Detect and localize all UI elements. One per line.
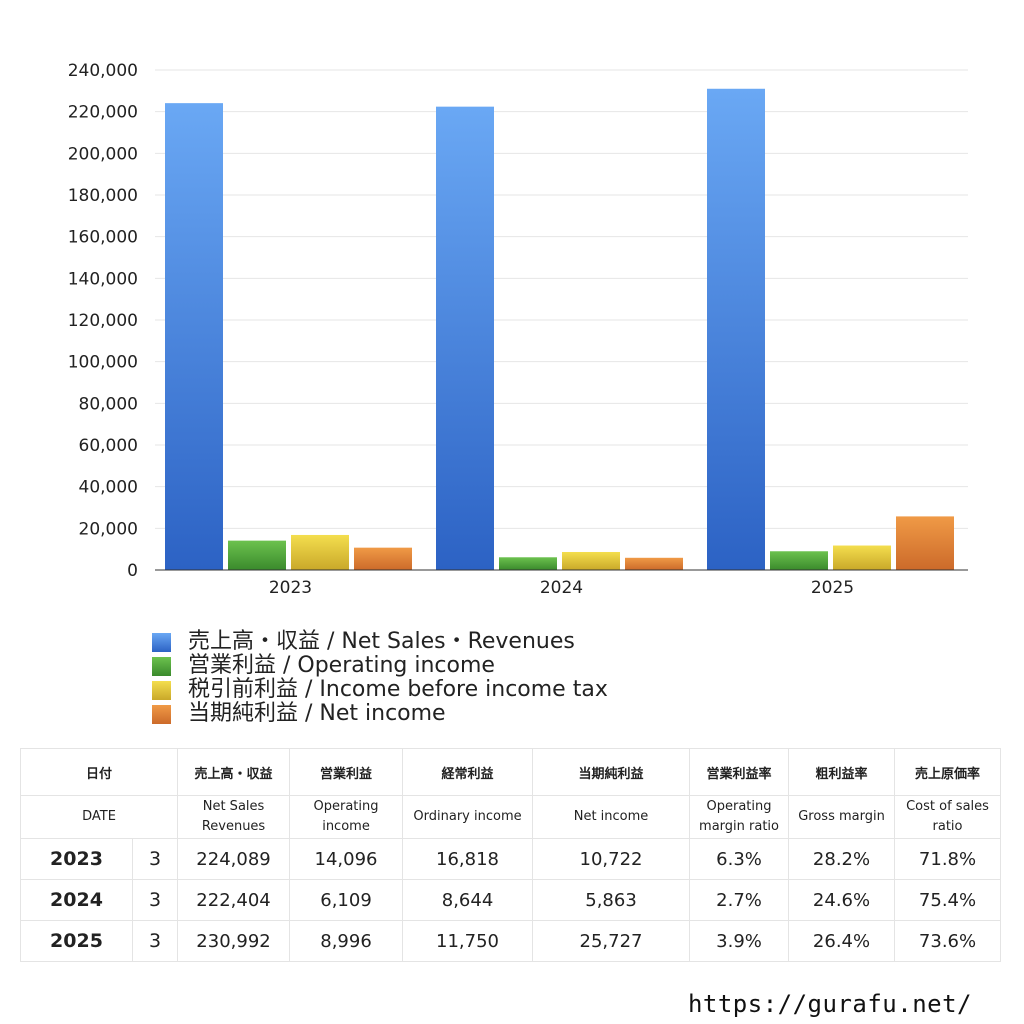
gridlines (155, 69, 968, 529)
legend-swatch-orange (152, 704, 171, 724)
table-row: 2024 3 222,404 6,109 8,644 5,863 2.7% 24… (20, 879, 1002, 921)
cell-ordinary: 8,644 (402, 879, 534, 921)
legend-item-income-before-tax: 税引前利益 / Income before income tax (152, 678, 608, 702)
cell-sales: 224,089 (177, 838, 291, 880)
x-tick-label: 2023 (269, 578, 312, 598)
y-tick-label: 60,000 (79, 436, 138, 456)
header-op-margin-en: Operating margin ratio (689, 795, 790, 839)
header-operating-en: Operating income (289, 795, 404, 839)
header-date-en: DATE (19, 795, 179, 839)
header-sales-jp: 売上高・収益 (177, 748, 291, 796)
bar-operating-2025 (770, 551, 828, 570)
cell-cost-ratio: 75.4% (894, 879, 1002, 921)
legend-swatch-yellow (152, 680, 171, 700)
cell-cost-ratio: 73.6% (894, 920, 1002, 962)
legend-label: 営業利益 / Operating income (188, 653, 495, 678)
header-gross-margin-jp: 粗利益率 (788, 748, 896, 796)
table-row: 2025 3 230,992 8,996 11,750 25,727 3.9% … (20, 920, 1002, 962)
bar-net-2023 (354, 547, 412, 570)
bar-pretax-2024 (562, 551, 620, 570)
y-tick-label: 20,000 (79, 519, 138, 539)
cell-op-margin: 3.9% (689, 920, 790, 962)
table-header-english: DATE Net Sales Revenues Operating income… (19, 795, 1002, 839)
header-date-jp: 日付 (19, 748, 179, 796)
cell-net: 5,863 (532, 879, 691, 921)
bar-net-2024 (625, 557, 683, 570)
cell-cost-ratio: 71.8% (894, 838, 1002, 880)
cell-gross-margin: 26.4% (788, 920, 896, 962)
header-net-jp: 当期純利益 (532, 748, 691, 796)
bar-sales-2023 (165, 103, 223, 570)
legend-item-operating-income: 営業利益 / Operating income (152, 654, 608, 678)
y-axis-ticks: 0 20,000 40,000 60,000 80,000 100,000 120,000 1… (68, 61, 138, 581)
cell-ordinary: 11,750 (402, 920, 534, 962)
y-tick-label: 180,000 (68, 186, 138, 206)
y-tick-label: 120,000 (68, 311, 138, 331)
cell-net: 25,727 (532, 920, 691, 962)
cell-sales: 222,404 (177, 879, 291, 921)
cell-month: 3 (131, 879, 179, 921)
cell-year: 2023 (20, 838, 133, 880)
header-ordinary-jp: 経常利益 (402, 748, 534, 796)
bar-pretax-2023 (291, 534, 349, 570)
y-tick-label: 40,000 (79, 478, 138, 498)
legend-swatch-blue (152, 632, 171, 652)
table-header-japanese: 日付 売上高・収益 営業利益 経常利益 当期純利益 営業利益率 粗利益率 売上原… (19, 748, 1002, 796)
cell-ordinary: 16,818 (402, 838, 534, 880)
y-tick-label: 80,000 (79, 394, 138, 414)
cell-gross-margin: 24.6% (788, 879, 896, 921)
cell-op-margin: 2.7% (689, 879, 790, 921)
cell-operating: 6,109 (289, 879, 404, 921)
header-net-en: Net income (532, 795, 691, 839)
cell-operating: 14,096 (289, 838, 404, 880)
legend-label: 売上高・収益 / Net Sales・Revenues (188, 629, 575, 654)
y-tick-label: 160,000 (68, 228, 138, 248)
y-tick-label: 240,000 (68, 61, 138, 81)
x-tick-label: 2025 (811, 578, 854, 598)
y-tick-label: 220,000 (68, 103, 138, 123)
cell-gross-margin: 28.2% (788, 838, 896, 880)
cell-op-margin: 6.3% (689, 838, 790, 880)
bar-sales-2024 (436, 106, 494, 571)
y-tick-label: 0 (127, 561, 138, 581)
cell-month: 3 (131, 920, 179, 962)
header-sales-en: Net Sales Revenues (177, 795, 291, 839)
bar-sales-2025 (707, 88, 765, 571)
cell-sales: 230,992 (177, 920, 291, 962)
header-cost-ratio-jp: 売上原価率 (894, 748, 1002, 796)
cell-year: 2024 (20, 879, 133, 921)
bar-operating-2024 (499, 557, 557, 570)
bar-chart: 0 20,000 40,000 60,000 80,000 100,000 120,000 1… (68, 61, 968, 598)
bar-pretax-2025 (833, 545, 891, 570)
y-tick-label: 140,000 (68, 269, 138, 289)
legend-label: 税引前利益 / Income before income tax (188, 677, 608, 702)
legend: 売上高・収益 / Net Sales・Revenues 営業利益 / Opera… (152, 630, 608, 726)
financial-data-table: 日付 売上高・収益 営業利益 経常利益 当期純利益 営業利益率 粗利益率 売上原… (19, 748, 1002, 962)
y-tick-label: 100,000 (68, 353, 138, 373)
site-url[interactable]: https://gurafu.net/ (687, 990, 972, 1018)
header-ordinary-en: Ordinary income (402, 795, 534, 839)
cell-month: 3 (131, 838, 179, 880)
bar-operating-2023 (228, 540, 286, 570)
cell-operating: 8,996 (289, 920, 404, 962)
x-axis-ticks: 2023 2024 2025 (269, 578, 854, 598)
header-gross-margin-en: Gross margin (788, 795, 896, 839)
header-operating-jp: 営業利益 (289, 748, 404, 796)
x-tick-label: 2024 (540, 578, 583, 598)
legend-swatch-green (152, 656, 171, 676)
cell-net: 10,722 (532, 838, 691, 880)
legend-item-net-income: 当期純利益 / Net income (152, 702, 608, 726)
bars (165, 88, 954, 571)
header-op-margin-jp: 営業利益率 (689, 748, 790, 796)
header-cost-ratio-en: Cost of sales ratio (894, 795, 1002, 839)
table-row: 2023 3 224,089 14,096 16,818 10,722 6.3%… (20, 838, 1002, 880)
cell-year: 2025 (20, 920, 133, 962)
y-tick-label: 200,000 (68, 144, 138, 164)
bar-net-2025 (896, 516, 954, 570)
legend-label: 当期純利益 / Net income (188, 701, 446, 726)
legend-item-net-sales: 売上高・収益 / Net Sales・Revenues (152, 630, 608, 654)
